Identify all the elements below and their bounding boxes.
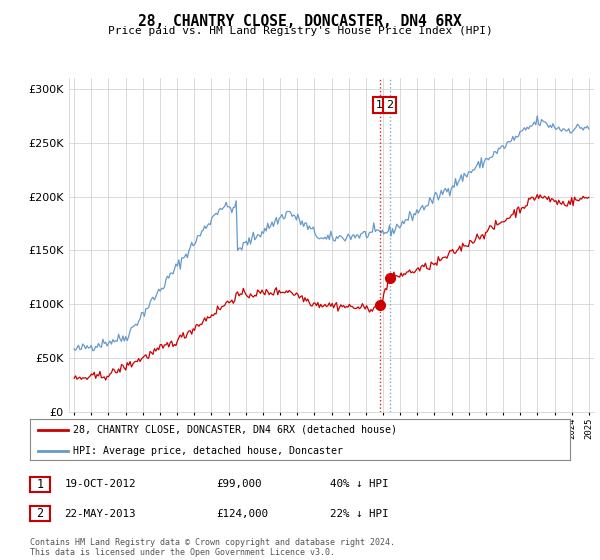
Text: 2: 2 <box>386 100 394 110</box>
Text: £124,000: £124,000 <box>216 508 268 519</box>
Text: 40% ↓ HPI: 40% ↓ HPI <box>330 479 389 489</box>
Text: 19-OCT-2012: 19-OCT-2012 <box>64 479 136 489</box>
Text: £99,000: £99,000 <box>216 479 262 489</box>
Text: Contains HM Land Registry data © Crown copyright and database right 2024.
This d: Contains HM Land Registry data © Crown c… <box>30 538 395 557</box>
Text: 1: 1 <box>376 100 383 110</box>
Text: 22-MAY-2013: 22-MAY-2013 <box>64 508 136 519</box>
Text: HPI: Average price, detached house, Doncaster: HPI: Average price, detached house, Donc… <box>73 446 343 456</box>
Text: Price paid vs. HM Land Registry's House Price Index (HPI): Price paid vs. HM Land Registry's House … <box>107 26 493 36</box>
Text: 28, CHANTRY CLOSE, DONCASTER, DN4 6RX: 28, CHANTRY CLOSE, DONCASTER, DN4 6RX <box>138 14 462 29</box>
Text: 1: 1 <box>37 478 43 491</box>
Text: 2: 2 <box>37 507 43 520</box>
Text: 28, CHANTRY CLOSE, DONCASTER, DN4 6RX (detached house): 28, CHANTRY CLOSE, DONCASTER, DN4 6RX (d… <box>73 424 397 435</box>
Text: 22% ↓ HPI: 22% ↓ HPI <box>330 508 389 519</box>
